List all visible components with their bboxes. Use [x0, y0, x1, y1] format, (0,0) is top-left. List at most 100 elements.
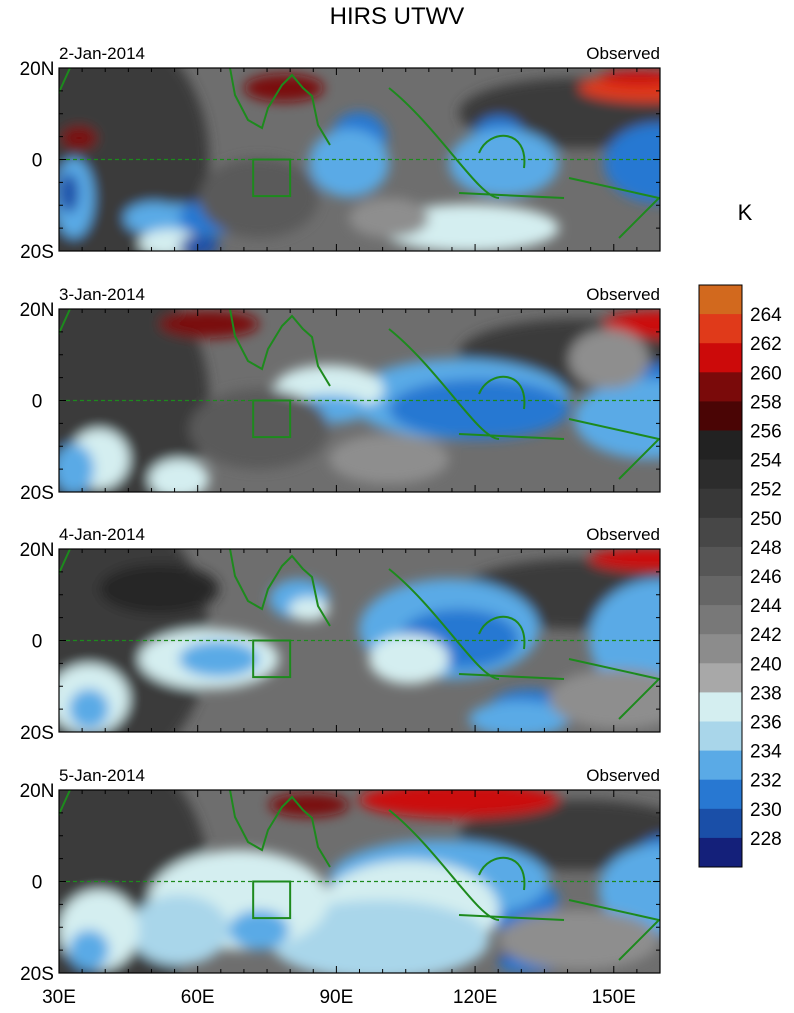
study-region-box: [252, 880, 292, 920]
colorbar-level-label: 230: [750, 800, 782, 821]
y-tick-label: 0: [32, 632, 43, 653]
field-region: [69, 689, 109, 729]
field-region: [469, 701, 569, 732]
field-region: [199, 158, 319, 238]
coastline-java: [458, 673, 565, 680]
panel-run-label: Observed: [586, 285, 660, 304]
map-panel: 20N 0 20S 2-Jan-2014 Observed: [20, 44, 661, 263]
coastline-asia: [229, 309, 331, 387]
colorbar-level-label: 232: [750, 771, 782, 792]
field-region: [589, 549, 660, 571]
y-tick-label: 20S: [20, 723, 54, 744]
y-tick-label: 20S: [20, 242, 54, 263]
panel-date: 3-Jan-2014: [59, 285, 145, 304]
y-tick-label: 20N: [20, 300, 55, 321]
field-region: [369, 634, 449, 684]
y-tick-label: 20N: [20, 59, 55, 80]
colorbar-swatch: [699, 372, 742, 402]
panel-date: 5-Jan-2014: [59, 766, 145, 785]
field-region: [309, 129, 389, 197]
x-tick-label: 30E: [42, 987, 76, 1008]
x-tick-label: 150E: [592, 987, 636, 1008]
colorbar: 264 262 260 258 256 254 252 250 248 246 244 242 240 2…: [698, 284, 782, 868]
x-tick-label: 120E: [453, 987, 497, 1008]
y-tick-label: 20N: [20, 540, 55, 561]
x-tick-label: 60E: [181, 987, 215, 1008]
coastline-asia: [229, 549, 331, 627]
y-tick-label: 0: [32, 873, 43, 894]
field-region: [269, 793, 349, 817]
y-tick-label: 20N: [20, 781, 55, 802]
coastline-new-guinea: [568, 658, 660, 720]
field-region: [269, 900, 489, 973]
coastline-new-guinea: [568, 899, 660, 961]
colorbar-swatch: [699, 285, 742, 315]
coastlines: [59, 549, 660, 720]
field-region: [179, 236, 219, 251]
colorbar-swatch: [699, 605, 742, 635]
colorbar-swatch: [699, 837, 742, 868]
field-region: [61, 126, 97, 150]
colorbar-swatch: [699, 546, 742, 577]
coastline-borneo: [478, 375, 526, 410]
colorbar-swatch: [699, 779, 742, 810]
coastline-africa: [59, 309, 71, 337]
coastline-africa: [59, 68, 71, 96]
field-region: [389, 379, 569, 439]
colorbar-level-label: 236: [750, 713, 782, 734]
field-region: [599, 845, 660, 935]
colorbar-level-label: 234: [750, 742, 782, 763]
panel-run-label: Observed: [586, 44, 660, 63]
colorbar-level-label: 238: [750, 683, 782, 704]
coastline-borneo: [478, 615, 526, 650]
colorbar-swatch: [699, 314, 742, 344]
field-shading: [59, 68, 660, 251]
map-panel: 20N 0 20S 4-Jan-2014 Observed: [20, 525, 661, 744]
panels: 20N 0 20S 2-Jan-2014 Observed 20N 0 20S 3-Jan-20…: [20, 44, 661, 1008]
field-region: [159, 310, 259, 338]
colorbar-level-label: 240: [750, 654, 782, 675]
coastline-java: [458, 192, 565, 199]
coastlines: [59, 68, 660, 239]
field-region: [589, 579, 660, 699]
coastline-borneo: [478, 134, 526, 169]
y-tick-label: 20S: [20, 483, 54, 504]
panel-run-label: Observed: [586, 525, 660, 544]
field-region: [149, 459, 209, 492]
field-contours: [59, 790, 660, 973]
coastline-asia: [229, 68, 331, 146]
field-region: [229, 910, 289, 950]
colorbar-swatch: [699, 576, 742, 606]
panel-date: 4-Jan-2014: [59, 525, 145, 544]
x-tick-label: 90E: [319, 987, 353, 1008]
figure-title: HIRS UTWV: [330, 3, 465, 30]
field-region: [604, 123, 660, 203]
study-region-box: [252, 158, 292, 198]
field-region: [569, 329, 649, 389]
field-region: [499, 910, 659, 970]
colorbar-level-label: 250: [750, 509, 782, 530]
field-region: [244, 74, 324, 102]
field-region: [189, 389, 329, 469]
coastline-java: [458, 433, 565, 440]
panel-date: 2-Jan-2014: [59, 44, 145, 63]
field-region: [59, 173, 79, 213]
field-region: [359, 790, 559, 818]
colorbar-swatch: [699, 459, 742, 490]
colorbar-swatch: [699, 721, 742, 752]
colorbar-level-label: 252: [750, 480, 782, 501]
colorbar-level-label: 262: [750, 334, 782, 355]
colorbar-frame: [698, 284, 743, 868]
colorbar-swatch: [699, 343, 742, 373]
coastlines: [59, 309, 660, 480]
field-contours: [59, 549, 660, 732]
field-shading: [59, 549, 660, 732]
colorbar-level-label: 256: [750, 422, 782, 443]
field-contours: [59, 68, 660, 251]
field-region: [349, 198, 429, 238]
colorbar-swatch: [699, 488, 742, 519]
field-region: [99, 564, 219, 614]
field-region: [179, 641, 259, 677]
y-tick-label: 20S: [20, 964, 54, 985]
field-region: [69, 930, 109, 970]
